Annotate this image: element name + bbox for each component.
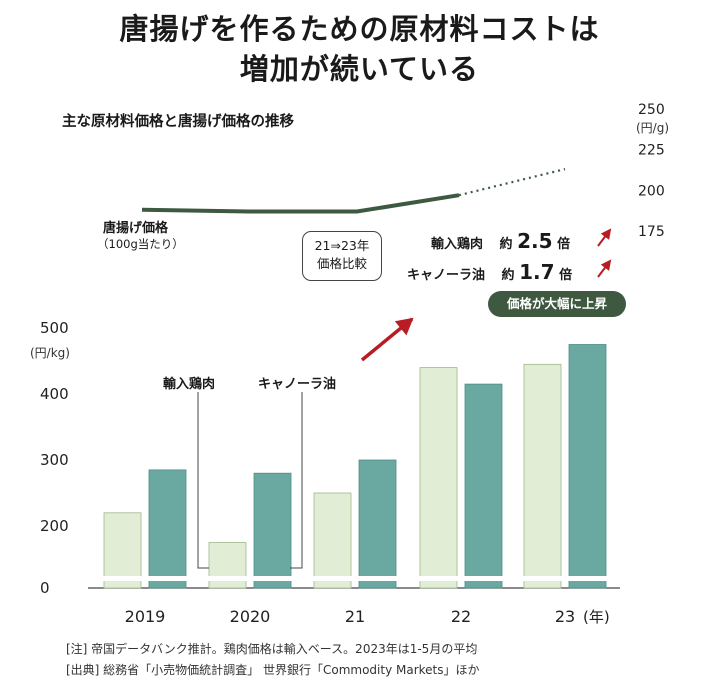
line-series-projected: [458, 168, 566, 197]
multiplier-oil: キャノーラ油 約 1.7 倍: [407, 260, 572, 284]
leader-line-chicken: [197, 392, 209, 569]
multiplier-oil-prefix: 約: [501, 268, 515, 283]
bar-x-tick-label: 21: [345, 607, 365, 626]
multiplier-oil-name: キャノーラ油: [407, 268, 486, 283]
bar-oil: [148, 469, 187, 589]
line-y-tick-label: 250: [638, 102, 665, 118]
compare-box-line1: 21⇒23年: [314, 238, 370, 253]
bar-x-tick-label: 2020: [230, 607, 271, 626]
multiplier-chicken: 輸入鶏肉 約 2.5 倍: [431, 229, 570, 253]
bar-x-tick-label: 2019: [125, 607, 166, 626]
multiplier-chicken-prefix: 約: [499, 237, 513, 252]
big-red-arrow-head: [394, 317, 414, 336]
bar-y-unit-label: (円/kg): [30, 346, 70, 360]
source-line: [出典] 総務省「小売物価統計調査」 世界銀行「Commodity Market…: [66, 663, 480, 677]
chicken-arrow-head: [600, 228, 612, 240]
bar-y-tick-label: 200: [40, 517, 69, 535]
bar-x-tick-label: 23: [555, 607, 575, 626]
axis-break-band: [88, 576, 620, 581]
chart-subtitle: 主な原材料価格と唐揚げ価格の推移: [62, 114, 294, 130]
leader-line-oil: [290, 392, 303, 569]
line-y-unit-label: (円/g): [636, 121, 669, 135]
multiplier-oil-suffix: 倍: [559, 268, 573, 283]
bar-y-tick-label: 500: [40, 319, 69, 337]
multiplier-oil-value: 1.7: [519, 260, 555, 284]
bar-label-oil: キャノーラ油: [258, 377, 337, 392]
bar-oil: [464, 383, 503, 589]
compare-box-line2: 価格比較: [316, 256, 367, 271]
bar-chicken: [419, 367, 458, 589]
line-series-sublabel: （100g当たり）: [97, 237, 184, 251]
title-line-1: 唐揚げを作るための原材料コストは: [119, 12, 600, 46]
bar-oil: [358, 459, 397, 589]
bar-chicken: [523, 363, 562, 589]
title-line-2: 増加が続いている: [239, 52, 480, 86]
line-y-tick-label: 175: [638, 224, 665, 240]
bar-x-unit-label: (年): [583, 608, 610, 626]
bar-y-tick-label: 0: [40, 579, 50, 597]
bar-y-tick-label: 300: [40, 451, 69, 469]
line-y-tick-label: 200: [638, 183, 665, 199]
multiplier-chicken-name: 輸入鶏肉: [431, 237, 484, 252]
multiplier-chicken-suffix: 倍: [557, 237, 571, 252]
bar-oil: [253, 472, 292, 589]
price-surge-badge: 価格が大幅に上昇: [488, 291, 626, 317]
bar-label-chicken: 輸入鶏肉: [163, 377, 216, 392]
bar-oil: [568, 344, 607, 589]
bar-y-tick-label: 400: [40, 385, 69, 403]
bar-chicken: [208, 542, 247, 589]
compare-box: 21⇒23年 価格比較: [302, 231, 382, 281]
line-y-tick-label: 225: [638, 143, 665, 159]
oil-arrow-head: [600, 259, 612, 271]
line-series-label: 唐揚げ価格: [103, 221, 169, 236]
bar-x-tick-label: 22: [451, 607, 471, 626]
line-series-solid: [141, 193, 460, 214]
bar-chicken: [313, 492, 352, 589]
note-line: [注] 帝国データバンク推計。鶏肉価格は輸入ベース。2023年は1-5月の平均: [66, 642, 478, 656]
multiplier-chicken-value: 2.5: [517, 229, 553, 253]
bar-chicken: [103, 512, 142, 589]
